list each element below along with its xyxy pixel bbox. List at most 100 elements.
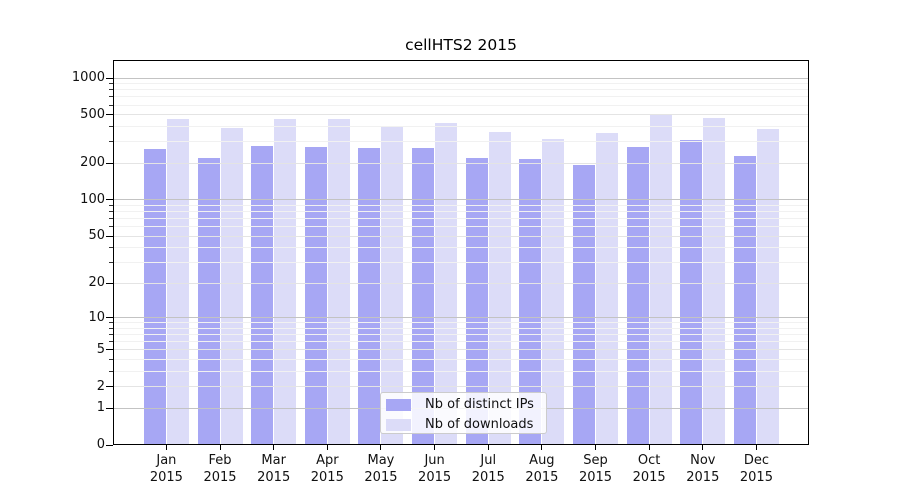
bar-downloads-jul [488, 131, 511, 445]
bar-downloads-sep [596, 132, 619, 445]
bar-ips-feb [197, 157, 220, 445]
x-tick-mark [273, 445, 275, 450]
legend-label-downloads: Nb of downloads [425, 417, 534, 432]
gridline-major [114, 349, 808, 351]
x-tick-label-jul: Jul 2015 [471, 453, 505, 485]
y-tick-minor-mark [109, 218, 113, 220]
x-tick-label-feb: Feb 2015 [203, 453, 237, 485]
x-tick-mark [755, 445, 757, 450]
gridline-minor [114, 359, 808, 361]
y-tick-mark [106, 162, 113, 164]
gridline-minor [114, 341, 808, 343]
gridline-major [114, 162, 808, 164]
y-tick-mark [106, 235, 113, 237]
y-tick-mark [106, 349, 113, 351]
x-tick-label-sep: Sep 2015 [578, 453, 613, 485]
bar-downloads-mar [274, 119, 297, 445]
gridline-decade [114, 199, 808, 201]
gridline-minor [114, 226, 808, 228]
y-tick-mark [106, 317, 113, 319]
bar-ips-jun [412, 148, 435, 445]
x-tick-mark [541, 445, 543, 450]
y-tick-minor-mark [109, 327, 113, 329]
x-tick-label-mar: Mar 2015 [257, 453, 291, 485]
gridline-minor [114, 96, 808, 98]
bar-downloads-feb [220, 127, 243, 445]
y-tick-label: 200 [80, 155, 105, 171]
x-tick-label-dec: Dec 2015 [739, 453, 773, 485]
x-tick-label-jun: Jun 2015 [418, 453, 452, 485]
y-tick-minor-mark [109, 211, 113, 213]
y-tick-minor-mark [109, 104, 113, 106]
y-tick-minor-mark [109, 89, 113, 91]
y-tick-label: 1 [96, 400, 105, 416]
y-tick-label: 2 [96, 378, 105, 394]
y-tick-mark [106, 114, 113, 116]
gridline-minor [114, 327, 808, 329]
x-tick-label-aug: Aug 2015 [525, 453, 559, 485]
x-tick-mark [702, 445, 704, 450]
gridline-major [114, 235, 808, 237]
bar-ips-jan [143, 148, 166, 445]
bar-ips-jul [465, 158, 488, 445]
chart-title: cellHTS2 2015 [405, 36, 517, 54]
gridline-minor [114, 141, 808, 143]
gridline-major [114, 114, 808, 116]
bar-downloads-nov [703, 117, 726, 445]
gridline-minor [114, 370, 808, 372]
y-tick-label: 50 [88, 228, 105, 244]
gridline-minor [114, 247, 808, 249]
y-tick-label: 5 [96, 341, 105, 357]
y-tick-mark [106, 444, 113, 446]
x-tick-mark [434, 445, 436, 450]
y-tick-minor-mark [109, 370, 113, 372]
legend: Nb of distinct IPs Nb of downloads [380, 392, 547, 434]
y-tick-label: 10 [88, 309, 105, 325]
bar-downloads-jun [435, 122, 458, 445]
y-tick-minor-mark [109, 262, 113, 264]
legend-row-ips: Nb of distinct IPs [381, 396, 546, 414]
gridline-minor [114, 262, 808, 264]
x-tick-label-nov: Nov 2015 [686, 453, 720, 485]
gridline-major [114, 386, 808, 388]
y-tick-minor-mark [109, 141, 113, 143]
y-tick-label: 100 [80, 191, 105, 207]
bar-ips-may [358, 147, 381, 445]
bar-ips-nov [680, 139, 703, 445]
y-tick-mark [106, 407, 113, 409]
gridline-minor [114, 89, 808, 91]
x-tick-mark [219, 445, 221, 450]
y-tick-minor-mark [109, 83, 113, 85]
y-tick-label: 20 [88, 275, 105, 291]
gridline-minor [114, 211, 808, 213]
y-tick-label: 500 [80, 106, 105, 122]
y-tick-mark [106, 199, 113, 201]
y-tick-mark [106, 282, 113, 284]
y-tick-label: 1000 [71, 70, 105, 86]
legend-label-ips: Nb of distinct IPs [425, 397, 534, 412]
x-tick-label-may: May 2015 [364, 453, 398, 485]
bar-ips-aug [519, 158, 542, 445]
gridline-decade [114, 317, 808, 319]
y-tick-mark [106, 77, 113, 79]
y-tick-mark [106, 386, 113, 388]
bar-downloads-may [381, 126, 404, 445]
x-tick-mark [595, 445, 597, 450]
x-tick-label-oct: Oct 2015 [632, 453, 666, 485]
bar-ips-dec [733, 156, 756, 445]
bar-downloads-oct [649, 114, 672, 445]
y-tick-minor-mark [109, 341, 113, 343]
bar-ips-apr [304, 146, 327, 445]
gridline-major [114, 282, 808, 284]
legend-swatch-ips [386, 399, 411, 411]
x-tick-mark [380, 445, 382, 450]
gridline-minor [114, 204, 808, 206]
bar-downloads-apr [327, 119, 350, 445]
gridline-minor [114, 334, 808, 336]
gridline-minor [114, 104, 808, 106]
bar-downloads-aug [542, 138, 565, 445]
gridline-minor [114, 126, 808, 128]
y-tick-minor-mark [109, 226, 113, 228]
y-tick-minor-mark [109, 96, 113, 98]
